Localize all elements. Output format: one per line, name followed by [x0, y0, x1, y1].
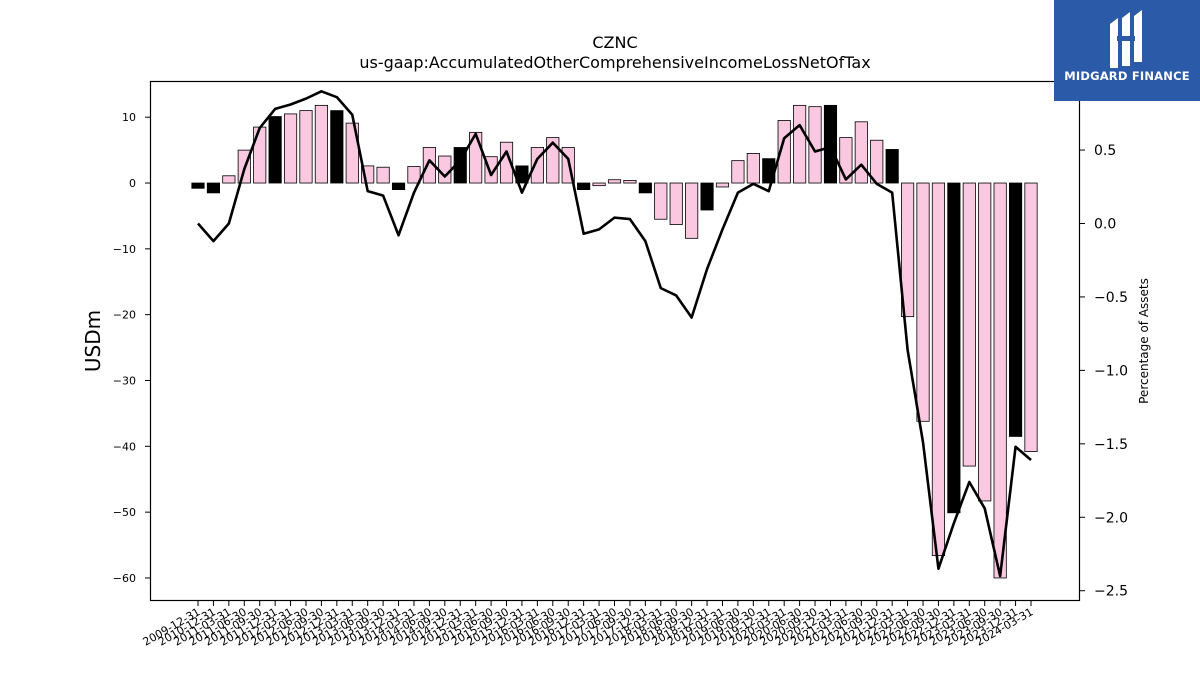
bar	[978, 182, 992, 502]
y2-tick-label: −2.0	[1094, 510, 1128, 526]
bar	[191, 182, 205, 189]
bar	[901, 182, 915, 318]
y-tick-label: −40	[113, 440, 136, 453]
bar	[962, 182, 976, 467]
bar	[746, 153, 760, 184]
bar	[391, 182, 406, 191]
bar-series	[191, 104, 1038, 579]
left-axis-ticks: 10 0 −10 −20 −30 −40 −50 −60	[113, 111, 150, 585]
y2-tick-label: −1.0	[1094, 363, 1128, 379]
bar	[715, 182, 730, 188]
bar	[577, 182, 591, 191]
bar	[808, 106, 822, 184]
bar	[654, 182, 668, 220]
right-axis-ticks: 0.5 0.0 −0.5 −1.0 −1.5 −2.0 −2.5	[1080, 143, 1128, 600]
bar	[947, 182, 961, 514]
bar	[793, 104, 807, 184]
midgard-logo: MIDGARD FINANCE	[1054, 0, 1200, 101]
bar	[1009, 182, 1023, 437]
bar	[438, 155, 452, 184]
bar	[885, 149, 899, 184]
bar	[638, 182, 652, 194]
y2-tick-label: −2.5	[1094, 584, 1128, 600]
bar	[299, 110, 313, 184]
chart-subtitle: us-gaap:AccumulatedOtherComprehensiveInc…	[359, 53, 871, 72]
bar	[854, 121, 868, 184]
y2-axis-label: Percentage of Assets	[1137, 278, 1151, 404]
bar	[623, 179, 637, 184]
y2-tick-label: −1.5	[1094, 437, 1128, 453]
bar	[330, 110, 344, 184]
x-axis-ticks: 2009-12-312010-12-312011-03-312011-06-30…	[141, 601, 1036, 649]
y2-tick-label: −0.5	[1094, 290, 1128, 306]
bar	[700, 182, 714, 211]
bar	[1024, 182, 1038, 452]
y-tick-label: −20	[113, 309, 136, 322]
logo-text: MIDGARD FINANCE	[1064, 69, 1190, 83]
bar	[314, 104, 328, 184]
bar	[407, 166, 421, 184]
bar	[345, 122, 359, 184]
bar	[206, 182, 220, 194]
y2-tick-label: 0.0	[1094, 216, 1116, 232]
bar	[253, 126, 267, 184]
bar	[731, 160, 745, 184]
bar	[592, 182, 606, 187]
bar	[916, 182, 930, 422]
line-series	[197, 89, 1032, 578]
percentage-line	[197, 89, 1032, 578]
plot-frame	[149, 80, 1081, 602]
y-axis-label: USDm	[81, 310, 105, 372]
bar	[993, 182, 1007, 579]
bar	[823, 104, 838, 184]
y-tick-label: −50	[113, 506, 136, 519]
bar	[268, 116, 282, 184]
bar	[376, 166, 390, 184]
midgard-logo-mark-icon	[1110, 10, 1142, 68]
bar	[222, 175, 236, 184]
y-tick-label: −10	[113, 243, 136, 256]
bar	[283, 113, 298, 184]
y2-tick-label: 0.5	[1094, 143, 1116, 159]
bar	[685, 182, 699, 239]
bar	[607, 179, 622, 184]
y-tick-label: 10	[122, 111, 136, 124]
bar	[931, 182, 946, 556]
chart-title: CZNC	[592, 33, 638, 52]
y-tick-label: −30	[113, 374, 136, 387]
y-tick-label: 0	[129, 177, 136, 190]
y-tick-label: −60	[113, 572, 136, 585]
bar	[546, 137, 560, 184]
bar	[669, 182, 683, 225]
